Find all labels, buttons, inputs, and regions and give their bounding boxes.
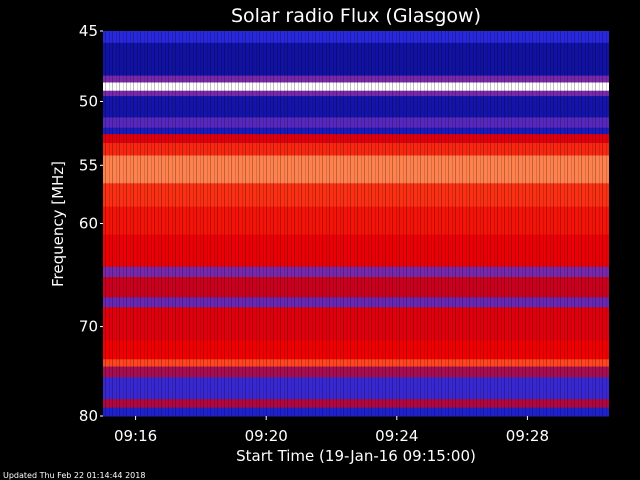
updated-timestamp: Updated Thu Feb 22 01:14:44 2018 [3,471,145,480]
y-tick-label: 45 [79,22,98,40]
x-tick-label: 09:16 [114,427,157,445]
x-tick-label: 09:20 [245,427,288,445]
y-tick-label: 60 [79,215,98,233]
y-tick-label: 55 [79,156,98,174]
chart-title: Solar radio Flux (Glasgow) [231,5,481,27]
y-axis-ticks: 45 50 55 60 70 80 [79,22,103,425]
y-tick-label: 80 [79,407,98,425]
streak-overlay [103,31,609,416]
x-tick-label: 09:28 [506,427,549,445]
y-axis-label: Frequency [MHz] [49,161,67,287]
x-axis-ticks: 09:16 09:20 09:24 09:28 [114,416,549,445]
y-tick-label: 50 [79,93,98,111]
x-tick-label: 09:24 [375,427,418,445]
x-axis-label: Start Time (19-Jan-16 09:15:00) [236,447,476,465]
y-tick-label: 70 [79,318,98,336]
